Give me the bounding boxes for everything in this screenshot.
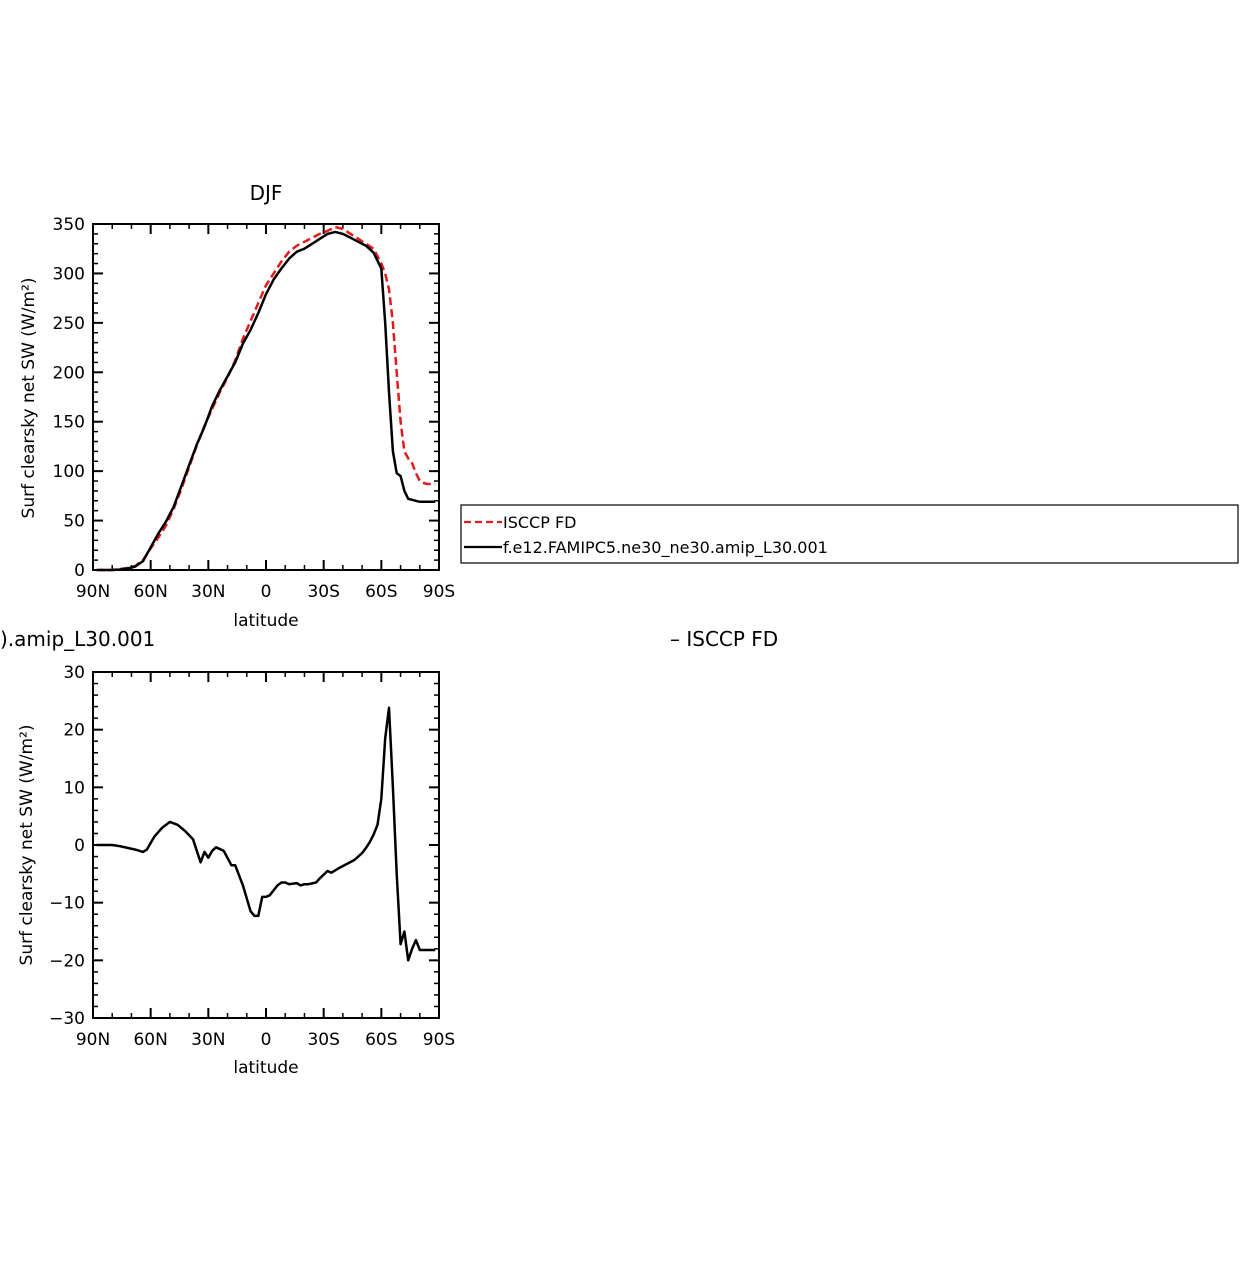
legend-label-isccp: ISCCP FD	[503, 513, 576, 532]
top-panel-ticks: 90N 60N 30N 0 30S 60S 90S 0 50 100 150 200 250 300 350	[53, 215, 456, 602]
x-tick-label: 0	[261, 582, 272, 602]
y-tick-label: 0	[74, 561, 85, 581]
bottom-panel: ).amip_L30.001 – ISCCP FD Surf clearsky …	[0, 627, 778, 1078]
y-tick-label: −10	[49, 894, 85, 914]
y-tick-label: 20	[63, 721, 85, 741]
legend-box	[460, 504, 1239, 564]
x-tick-label: 30N	[191, 1030, 225, 1050]
y-tick-label: 350	[53, 215, 85, 235]
legend-entry-isccp: ISCCP FD	[464, 513, 576, 532]
series-line-0	[96, 706, 436, 962]
x-tick-label: 60N	[133, 582, 167, 602]
bottom-panel-ylabel: Surf clearsky net SW (W/m²)	[17, 725, 37, 966]
y-tick-label: 300	[53, 264, 85, 284]
y-tick-label: −30	[49, 1009, 85, 1029]
top-panel-xlabel: latitude	[233, 611, 298, 631]
y-tick-label: 10	[63, 778, 85, 798]
x-tick-label: 30S	[307, 1030, 339, 1050]
x-tick-label: 90S	[423, 1030, 455, 1050]
top-panel-series	[96, 225, 436, 572]
y-tick-label: −20	[49, 951, 85, 971]
x-tick-label: 30N	[191, 582, 225, 602]
x-tick-label: 60S	[365, 1030, 397, 1050]
x-tick-label: 60S	[365, 582, 397, 602]
x-tick-label: 90N	[76, 582, 110, 602]
legend: ISCCP FD f.e12.FAMIPC5.ne30_ne30.amip_L3…	[460, 504, 1239, 564]
bottom-panel-title-right: – ISCCP FD	[670, 627, 778, 651]
bottom-panel-series	[96, 706, 436, 962]
x-tick-label: 0	[261, 1030, 272, 1050]
bottom-panel-xlabel: latitude	[233, 1058, 298, 1078]
series-line-0	[96, 225, 436, 572]
top-panel-ylabel: Surf clearsky net SW (W/m²)	[19, 278, 39, 519]
y-tick-label: 250	[53, 314, 85, 334]
y-tick-label: 150	[53, 413, 85, 433]
bottom-panel-ticks: 90N 60N 30N 0 30S 60S 90S −30 −20 −10 0 10 20 30	[49, 663, 455, 1050]
x-tick-label: 90N	[76, 1030, 110, 1050]
y-tick-label: 30	[63, 663, 85, 683]
bottom-panel-frame	[92, 671, 440, 1019]
top-panel: DJF Surf clearsky net SW (W/m²) latitude…	[19, 181, 455, 631]
x-tick-label: 90S	[423, 582, 455, 602]
legend-label-model: f.e12.FAMIPC5.ne30_ne30.amip_L30.001	[503, 538, 828, 558]
y-tick-label: 100	[53, 462, 85, 482]
y-tick-label: 0	[74, 836, 85, 856]
top-panel-frame	[92, 223, 440, 571]
bottom-panel-title-left: ).amip_L30.001	[0, 627, 155, 651]
y-tick-label: 200	[53, 363, 85, 383]
x-tick-label: 60N	[133, 1030, 167, 1050]
series-line-1	[96, 230, 436, 572]
y-tick-label: 50	[63, 512, 85, 532]
top-panel-title: DJF	[250, 181, 283, 205]
x-tick-label: 30S	[307, 582, 339, 602]
legend-entry-model: f.e12.FAMIPC5.ne30_ne30.amip_L30.001	[464, 538, 828, 558]
